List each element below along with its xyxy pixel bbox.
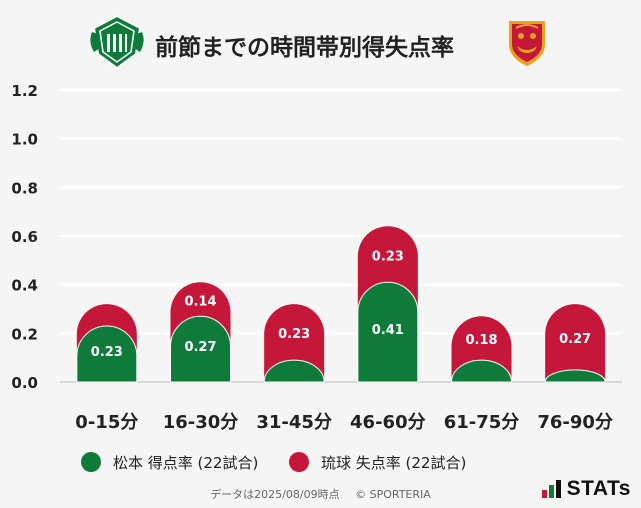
bars-layer xyxy=(76,226,606,383)
bar-ryukyu xyxy=(545,304,606,382)
bar-matsumoto xyxy=(544,369,606,383)
y-tick-label: 0.2 xyxy=(11,325,38,343)
stats-logo: STATs xyxy=(541,477,631,500)
footer: データは2025/08/09時点 © SPORTERIA xyxy=(0,486,641,502)
bar-matsumoto xyxy=(357,281,419,383)
data-date-note: データは2025/08/09時点 xyxy=(210,488,340,501)
bar-matsumoto xyxy=(263,359,325,383)
y-axis: 0.0 0.2 0.4 0.6 0.8 1.0 1.2 xyxy=(11,82,38,392)
y-tick-label: 0.0 xyxy=(11,374,38,392)
bar-label-matsumoto: 0.23 xyxy=(91,345,123,360)
title-row: 前節までの時間帯別得失点率 xyxy=(0,14,641,70)
grid-layer xyxy=(60,89,622,383)
x-tick-label: 16-30分 xyxy=(163,412,239,433)
x-tick-label: 31-45分 xyxy=(256,412,332,433)
x-axis: 0-15分 16-30分 31-45分 46-60分 61-75分 76-90分 xyxy=(75,412,613,433)
y-tick-label: 1.0 xyxy=(11,131,38,149)
x-tick-label: 0-15分 xyxy=(75,412,138,433)
bar-matsumoto xyxy=(170,315,231,383)
y-tick-label: 0.8 xyxy=(11,179,38,197)
fc-ryukyu-crest-icon xyxy=(509,21,545,66)
legend-swatch-ryukyu xyxy=(289,452,309,472)
matsumoto-yamaga-crest-icon xyxy=(90,14,144,70)
bar-label-ryukyu: 0.23 xyxy=(372,249,404,264)
bar-labels-layer: 0.23 0.14 0.27 0.23 0.23 0.41 0.18 0.27 xyxy=(91,249,591,360)
stats-logo-text: STATs xyxy=(566,477,631,500)
legend-label-matsumoto: 松本 得点率 (22試合) xyxy=(113,453,259,472)
bar-matsumoto xyxy=(450,359,513,383)
stats-bars-icon xyxy=(541,480,561,498)
x-tick-label: 46-60分 xyxy=(350,412,426,433)
legend-item-matsumoto: 松本 得点率 (22試合) xyxy=(81,450,258,474)
y-tick-label: 1.2 xyxy=(11,82,38,100)
bar-label-ryukyu: 0.27 xyxy=(559,332,591,347)
x-tick-label: 61-75分 xyxy=(444,412,520,433)
legend-label-ryukyu: 琉球 失点率 (22試合) xyxy=(321,453,467,472)
bar-label-ryukyu: 0.23 xyxy=(278,327,310,342)
chart-title: 前節までの時間帯別得失点率 xyxy=(155,35,454,61)
bar-label-ryukyu: 0.14 xyxy=(184,294,216,309)
y-tick-label: 0.4 xyxy=(11,277,38,295)
legend-item-ryukyu: 琉球 失点率 (22試合) xyxy=(289,450,466,474)
chart-area: 0.230.140.270.230.230.410.18 0.27 0.00.20… xyxy=(11,82,622,433)
copyright: © SPORTERIA xyxy=(355,488,431,501)
legend-swatch-matsumoto xyxy=(81,452,101,472)
y-tick-label: 0.6 xyxy=(11,228,38,246)
bar-label-matsumoto: 0.41 xyxy=(372,323,404,338)
bar-label-matsumoto: 0.27 xyxy=(184,340,216,355)
bar-matsumoto xyxy=(76,325,138,383)
x-tick-label: 76-90分 xyxy=(537,412,613,433)
bar-label-ryukyu: 0.18 xyxy=(465,333,497,348)
